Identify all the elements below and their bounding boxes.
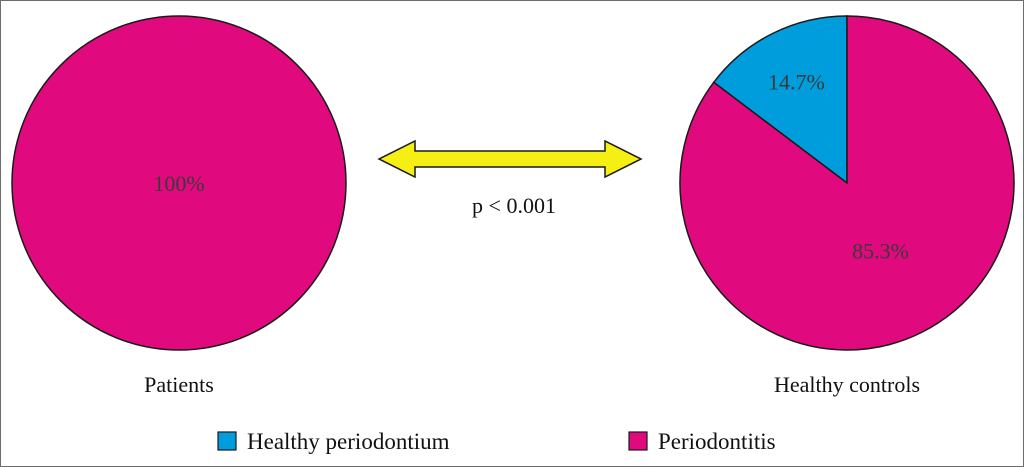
pie-patients-caption: Patients	[144, 372, 214, 397]
legend-swatch-periodontitis	[628, 431, 648, 451]
legend-label-periodontitis: Periodontitis	[658, 429, 776, 454]
pie-slice-label-healthy-periodontium: 14.7%	[768, 69, 825, 94]
double-arrow-icon	[377, 139, 643, 179]
legend: Healthy periodontium Periodontitis	[217, 429, 776, 454]
pie-healthy-controls-caption: Healthy controls	[774, 372, 920, 397]
pie-slice-label-periodontitis: 85.3%	[852, 238, 909, 263]
pie-patients: 100%	[11, 15, 347, 351]
legend-swatch-healthy-periodontium	[217, 431, 237, 451]
legend-label-healthy-periodontium: Healthy periodontium	[247, 429, 450, 454]
pie-slice-healthy-periodontium	[712, 15, 848, 185]
pie-slice-periodontitis	[11, 15, 347, 351]
pie-healthy-controls: 14.7% 85.3%	[679, 15, 1015, 351]
pie-slice-periodontitis	[679, 15, 1015, 351]
p-value-label: p < 0.001	[472, 193, 556, 218]
pie-slice-label-periodontitis: 100%	[153, 171, 204, 196]
